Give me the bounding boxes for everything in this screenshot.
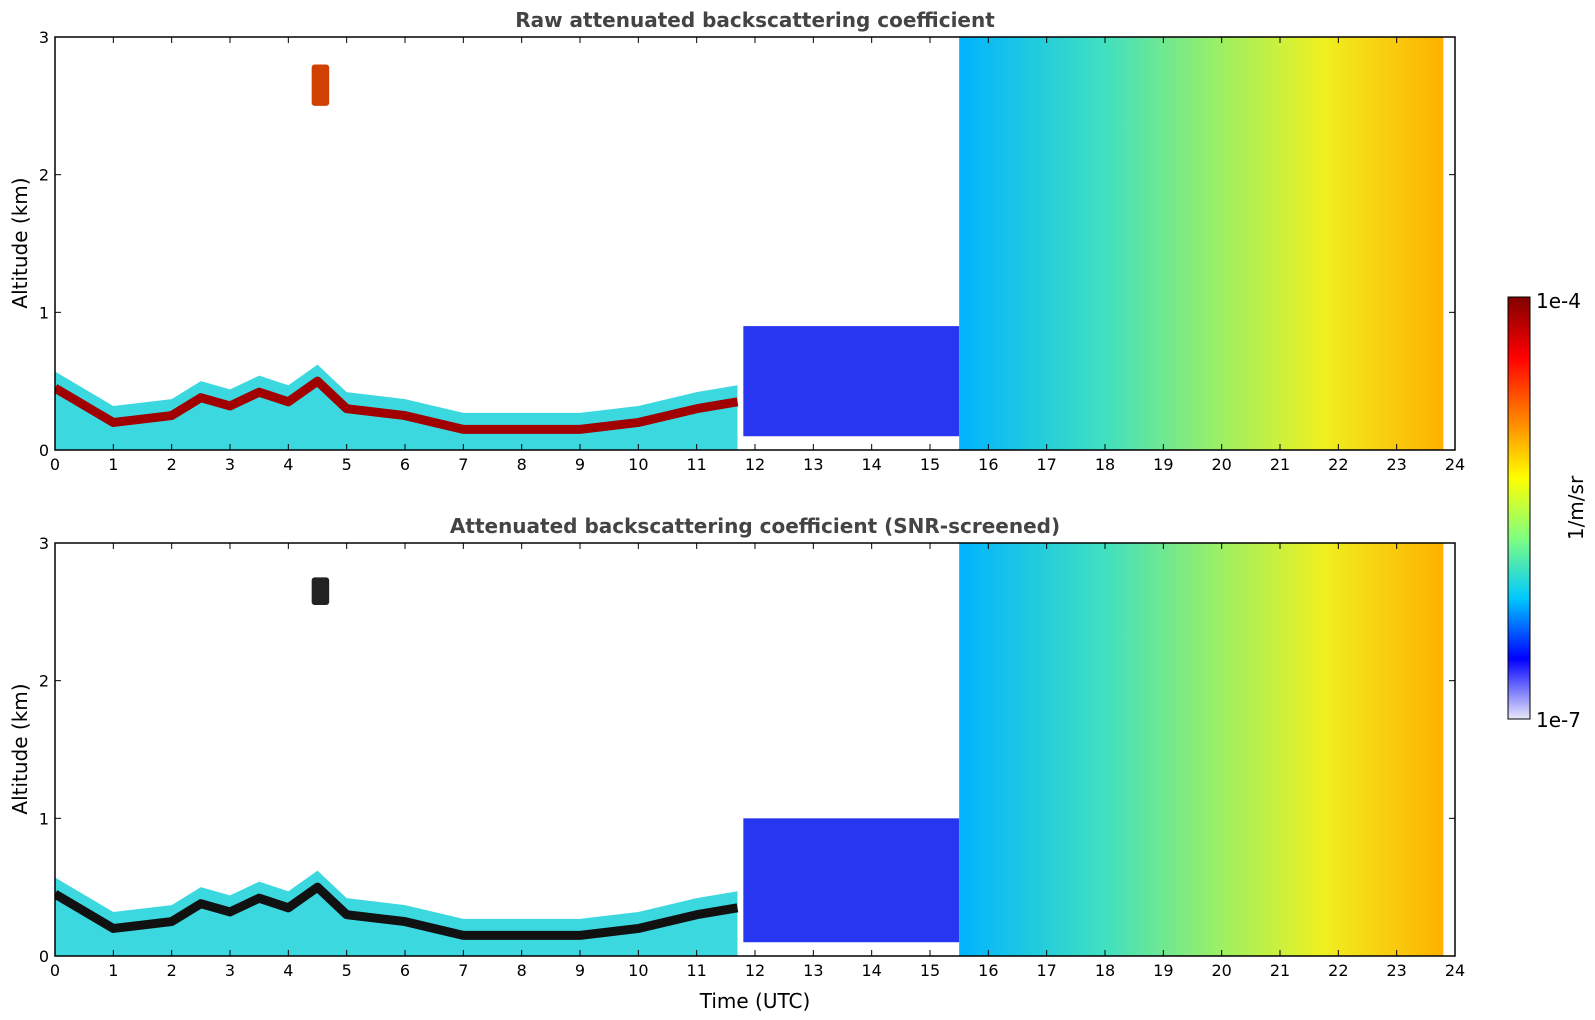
x-tick-label: 19 <box>1153 455 1173 474</box>
x-axis-label-screened: Time (UTC) <box>699 989 811 1013</box>
elevated-layer <box>311 64 330 106</box>
heatmap-area-raw <box>55 37 1444 450</box>
x-tick-label: 3 <box>225 961 235 980</box>
x-tick-label: 2 <box>167 961 177 980</box>
x-tick-label: 6 <box>400 455 410 474</box>
x-tick-label: 8 <box>517 961 527 980</box>
x-tick-label: 4 <box>283 961 293 980</box>
x-tick-label: 24 <box>1445 961 1465 980</box>
x-tick-label: 7 <box>458 455 468 474</box>
x-tick-label: 24 <box>1445 455 1465 474</box>
x-tick-label: 20 <box>1211 455 1231 474</box>
x-tick-label: 18 <box>1095 455 1115 474</box>
x-tick-label: 9 <box>575 455 585 474</box>
boundary-layer-fill <box>55 364 738 450</box>
chart-screened: Attenuated backscattering coefficient (S… <box>8 514 1465 1013</box>
x-tick-label: 11 <box>686 961 706 980</box>
x-tick-label: 23 <box>1386 961 1406 980</box>
boundary-layer-top-line <box>55 882 739 940</box>
x-tick-label: 3 <box>225 455 235 474</box>
chart-title-raw: Raw attenuated backscattering coefficien… <box>515 8 995 32</box>
x-axis-raw: 0 1 2 3 4 5 6 7 8 9 10 11 12 13 14 15 16 17 18 19 20 21 22 23 24 <box>50 37 1465 474</box>
x-tick-label: 4 <box>283 455 293 474</box>
y-tick-label: 2 <box>39 166 49 185</box>
x-tick-label: 1 <box>108 961 118 980</box>
colorbar-gradient <box>1507 296 1531 720</box>
x-tick-label: 1 <box>108 455 118 474</box>
x-tick-label: 5 <box>342 455 352 474</box>
x-tick-label: 9 <box>575 961 585 980</box>
chart-raw: Raw attenuated backscattering coefficien… <box>8 8 1465 474</box>
colorbar-max-label: 1e-4 <box>1536 289 1581 313</box>
x-tick-label: 15 <box>920 455 940 474</box>
x-tick-label: 14 <box>861 961 881 980</box>
colorbar-min-label: 1e-7 <box>1536 708 1581 732</box>
x-axis-screened: 0 1 2 3 4 5 6 7 8 9 10 11 12 13 14 15 16 17 18 19 20 21 22 23 24 <box>50 543 1465 980</box>
y-tick-label: 2 <box>39 672 49 691</box>
x-tick-label: 11 <box>686 455 706 474</box>
x-tick-label: 0 <box>50 961 60 980</box>
y-tick-label: 1 <box>39 809 49 828</box>
y-axis-label-raw: Altitude (km) <box>8 177 32 308</box>
x-tick-label: 2 <box>167 455 177 474</box>
x-tick-label: 13 <box>803 961 823 980</box>
y-axis-screened: 0 1 2 3 <box>39 534 1455 966</box>
x-tick-label: 21 <box>1270 961 1290 980</box>
boundary-layer-top-line <box>55 376 739 434</box>
x-tick-label: 15 <box>920 961 940 980</box>
y-tick-label: 0 <box>39 441 49 460</box>
x-tick-label: 6 <box>400 961 410 980</box>
x-tick-label: 16 <box>978 961 998 980</box>
cloud-region <box>959 543 1444 956</box>
aerosol-plume <box>743 326 960 437</box>
x-tick-label: 0 <box>50 455 60 474</box>
x-tick-label: 12 <box>745 961 765 980</box>
y-tick-label: 1 <box>39 303 49 322</box>
x-tick-label: 10 <box>628 455 648 474</box>
y-axis-label-screened: Altitude (km) <box>8 683 32 814</box>
chart-title-screened: Attenuated backscattering coefficient (S… <box>450 514 1060 538</box>
aerosol-plume <box>743 818 960 943</box>
x-tick-label: 7 <box>458 961 468 980</box>
x-tick-label: 12 <box>745 455 765 474</box>
x-tick-label: 21 <box>1270 455 1290 474</box>
x-tick-label: 5 <box>342 961 352 980</box>
elevated-layer <box>311 577 330 605</box>
x-tick-label: 22 <box>1328 455 1348 474</box>
x-tick-label: 13 <box>803 455 823 474</box>
cloud-region <box>959 37 1444 450</box>
y-tick-label: 0 <box>39 947 49 966</box>
y-tick-label: 3 <box>39 534 49 553</box>
x-tick-label: 22 <box>1328 961 1348 980</box>
x-tick-label: 14 <box>861 455 881 474</box>
x-tick-label: 17 <box>1036 455 1056 474</box>
x-tick-label: 18 <box>1095 961 1115 980</box>
x-tick-label: 10 <box>628 961 648 980</box>
colorbar: 1e-4 1e-7 1/m/sr <box>1507 289 1588 732</box>
x-tick-label: 8 <box>517 455 527 474</box>
colorbar-unit-label: 1/m/sr <box>1564 475 1588 540</box>
x-tick-label: 20 <box>1211 961 1231 980</box>
boundary-layer-fill <box>55 870 738 956</box>
x-tick-label: 19 <box>1153 961 1173 980</box>
x-tick-label: 16 <box>978 455 998 474</box>
y-tick-label: 3 <box>39 28 49 47</box>
heatmap-area-screened <box>55 543 1444 956</box>
x-tick-label: 23 <box>1386 455 1406 474</box>
x-tick-label: 17 <box>1036 961 1056 980</box>
y-axis-raw: 0 1 2 3 <box>39 28 1455 460</box>
